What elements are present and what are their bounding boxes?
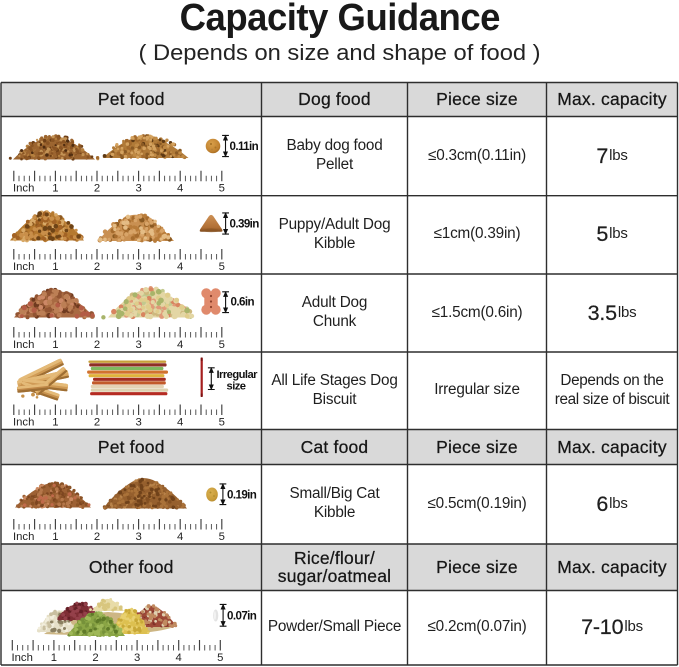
svg-text:1: 1 bbox=[52, 183, 58, 195]
svg-text:3: 3 bbox=[134, 652, 140, 664]
svg-text:3: 3 bbox=[135, 261, 141, 273]
svg-text:0.19in: 0.19in bbox=[227, 489, 257, 502]
svg-text:Irregular: Irregular bbox=[217, 369, 259, 381]
svg-text:4: 4 bbox=[177, 416, 183, 428]
svg-text:0.07in: 0.07in bbox=[227, 610, 257, 623]
svg-text:4: 4 bbox=[177, 261, 183, 273]
svg-text:3: 3 bbox=[135, 531, 141, 543]
svg-text:4: 4 bbox=[176, 652, 182, 664]
svg-text:2: 2 bbox=[94, 339, 100, 351]
svg-text:Inch: Inch bbox=[13, 416, 34, 428]
svg-text:2: 2 bbox=[94, 183, 100, 195]
svg-text:3: 3 bbox=[135, 339, 141, 351]
svg-text:5: 5 bbox=[217, 652, 223, 664]
svg-text:5: 5 bbox=[219, 261, 225, 273]
svg-text:4: 4 bbox=[177, 531, 183, 543]
svg-text:1: 1 bbox=[52, 261, 58, 273]
svg-text:5: 5 bbox=[219, 339, 225, 351]
svg-text:5: 5 bbox=[219, 416, 225, 428]
svg-text:2: 2 bbox=[92, 652, 98, 664]
svg-text:1: 1 bbox=[52, 531, 58, 543]
svg-text:size: size bbox=[227, 380, 246, 392]
svg-text:3: 3 bbox=[135, 183, 141, 195]
svg-text:1: 1 bbox=[52, 339, 58, 351]
svg-text:Inch: Inch bbox=[13, 339, 34, 351]
svg-text:1: 1 bbox=[51, 652, 57, 664]
svg-text:2: 2 bbox=[94, 531, 100, 543]
svg-text:Inch: Inch bbox=[13, 183, 34, 195]
svg-text:4: 4 bbox=[177, 183, 183, 195]
svg-text:0.11in: 0.11in bbox=[230, 140, 259, 153]
svg-text:5: 5 bbox=[219, 183, 225, 195]
svg-text:2: 2 bbox=[94, 261, 100, 273]
svg-text:Inch: Inch bbox=[12, 652, 33, 664]
svg-text:3: 3 bbox=[135, 416, 141, 428]
svg-text:0.39in: 0.39in bbox=[230, 218, 260, 231]
svg-text:0.6in: 0.6in bbox=[231, 296, 255, 309]
svg-text:5: 5 bbox=[219, 531, 225, 543]
svg-text:Inch: Inch bbox=[13, 261, 34, 273]
svg-text:1: 1 bbox=[52, 416, 58, 428]
svg-text:4: 4 bbox=[177, 339, 183, 351]
svg-text:2: 2 bbox=[94, 416, 100, 428]
svg-text:Inch: Inch bbox=[13, 531, 34, 543]
